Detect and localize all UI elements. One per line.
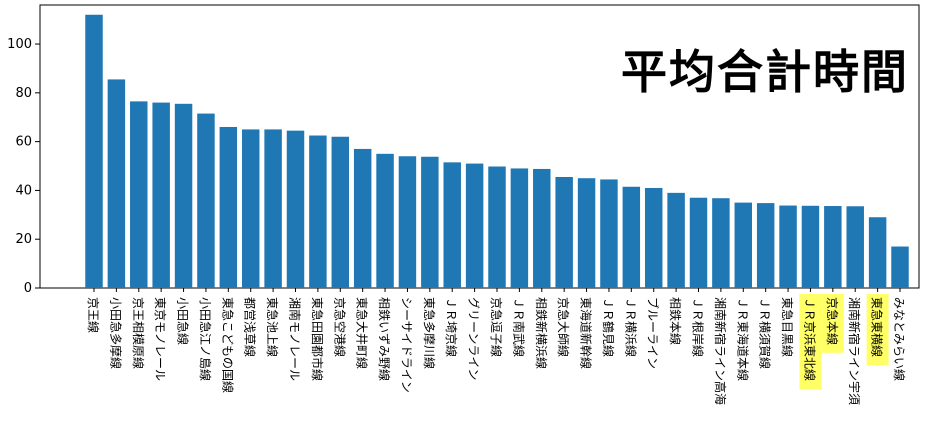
x-category-label: 東急多摩川線: [422, 297, 437, 369]
x-category-label: 都営浅草線: [243, 297, 258, 357]
bar: [689, 197, 708, 288]
bar: [756, 203, 775, 288]
y-tick-label: 0: [24, 281, 32, 296]
y-tick-label: 80: [15, 86, 32, 101]
x-category-label: 東急大井町線: [355, 297, 370, 369]
bar: [241, 129, 260, 288]
x-category-label: 京急逗子線: [489, 297, 504, 357]
x-category-label: 東急田園都市線: [310, 297, 325, 381]
bar: [174, 103, 193, 289]
bar: [130, 101, 148, 288]
y-tick-label: 20: [15, 232, 32, 247]
bar: [555, 176, 573, 288]
x-category-label: 東急目黒線: [780, 297, 795, 357]
x-category-label: 東急東横線: [870, 297, 885, 357]
bar: [309, 135, 327, 288]
label-highlight: [799, 294, 822, 390]
x-category-label: シーサイドライン: [399, 297, 413, 393]
y-tick-label: 60: [15, 135, 32, 150]
y-tick-label: 40: [15, 183, 32, 198]
bar: [510, 168, 529, 288]
x-category-label: 京急空港線: [332, 297, 347, 357]
bar: [331, 136, 350, 288]
x-category-label: 東急池上線: [265, 297, 280, 357]
bar: [868, 217, 887, 288]
x-category-label: ＪＲ埼京線: [444, 297, 459, 357]
label-highlight: [821, 294, 844, 353]
bar: [644, 187, 663, 288]
x-category-label: ＪＲ京浜東北線: [802, 297, 817, 381]
bar: [219, 126, 238, 288]
x-category-label: 東急こどもの国線: [220, 297, 235, 393]
bar: [801, 205, 820, 288]
bar: [712, 198, 730, 288]
x-category-label: 小田急多摩線: [108, 297, 123, 369]
x-category-label: ＪＲ南武線: [511, 297, 526, 357]
x-category-label: 東海道新幹線: [579, 297, 594, 369]
x-category-label: 京王相模原線: [131, 297, 146, 369]
bar: [264, 129, 282, 288]
x-category-label: ブルーライン: [646, 297, 661, 369]
bar: [376, 153, 394, 288]
x-category-label: 京急本線: [825, 297, 840, 345]
bar: [667, 192, 685, 288]
bar: [577, 178, 596, 288]
x-category-label: 湘南新宿ライン宇須: [847, 297, 862, 405]
overlay-title: 平均合計時間: [621, 45, 909, 99]
bar: [286, 130, 305, 288]
x-category-label: 相鉄いずみ野線: [377, 297, 392, 381]
x-category-label: 小田急江ノ島線: [198, 297, 213, 381]
x-category-label: みなとみらい線: [892, 297, 907, 381]
bar: [398, 156, 417, 288]
bar: [152, 102, 170, 288]
x-category-label: ＪＲ根岸線: [691, 297, 706, 357]
bar: [779, 205, 797, 288]
x-category-label: ＪＲ東海道本線: [735, 297, 750, 381]
bar: [824, 206, 842, 288]
x-category-label: ＪＲ鶴見線: [601, 297, 616, 357]
bar: [891, 246, 909, 288]
x-category-label: ＪＲ横須賀線: [758, 297, 773, 369]
bar: [107, 79, 126, 288]
x-category-label: 京急大師線: [556, 297, 571, 357]
bar: [600, 179, 618, 288]
bar: [734, 202, 753, 288]
bar: [488, 166, 506, 288]
bar: [465, 163, 484, 288]
bar: [85, 14, 103, 289]
x-category-label: 湘南モノレール: [288, 297, 303, 381]
bar: [197, 113, 215, 288]
bar: [533, 168, 551, 288]
x-category-label: 京王線: [86, 297, 101, 333]
x-category-label: 相鉄本線: [668, 297, 683, 345]
x-category-label: 湘南新宿ライン高海: [713, 297, 728, 405]
x-category-label: ＪＲ横浜線: [623, 297, 638, 357]
y-tick-label: 100: [7, 37, 32, 52]
x-category-label: 東京モノレール: [153, 297, 167, 381]
x-category-label: 相鉄新横浜線: [534, 297, 549, 369]
bar: [353, 148, 372, 288]
bar: [622, 186, 641, 288]
x-category-label: グリーンライン: [467, 297, 481, 380]
bar: [846, 206, 864, 288]
x-category-label: 小田急線: [176, 297, 191, 345]
label-highlight: [866, 294, 889, 365]
bar: [421, 156, 439, 288]
bar: [443, 162, 461, 288]
